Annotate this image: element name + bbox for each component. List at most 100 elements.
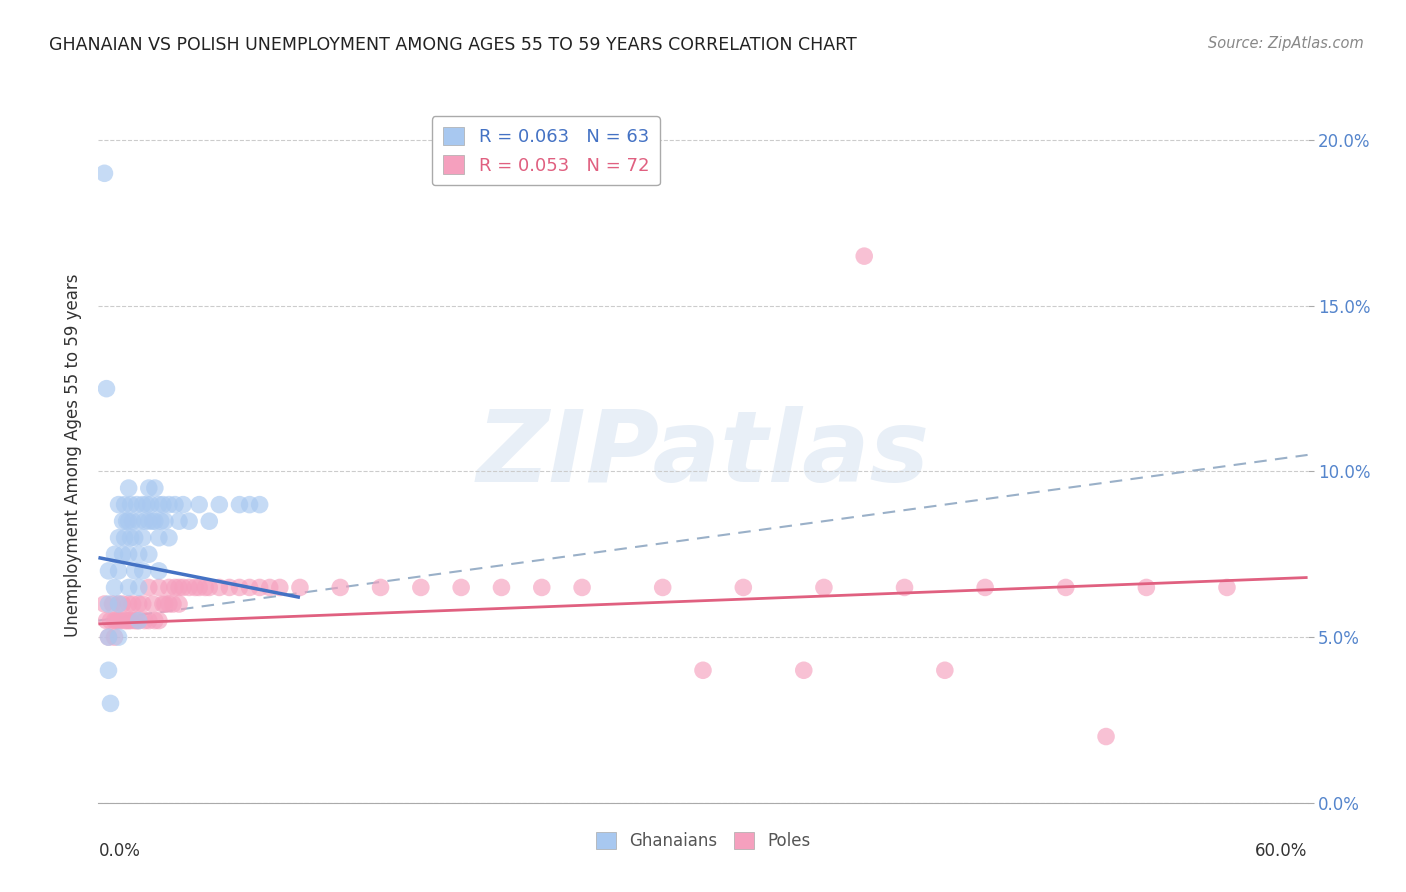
Point	[120, 614, 142, 628]
Point	[491, 581, 513, 595]
Point	[120, 531, 142, 545]
Point	[114, 498, 136, 512]
Point	[97, 630, 120, 644]
Point	[571, 581, 593, 595]
Point	[118, 481, 141, 495]
Point	[188, 498, 211, 512]
Point	[118, 581, 141, 595]
Point	[153, 597, 176, 611]
Point	[198, 581, 221, 595]
Y-axis label: Unemployment Among Ages 55 to 59 years: Unemployment Among Ages 55 to 59 years	[63, 273, 82, 637]
Point	[157, 531, 180, 545]
Point	[125, 498, 148, 512]
Point	[101, 597, 124, 611]
Point	[96, 382, 118, 396]
Point	[157, 498, 180, 512]
Point	[125, 614, 148, 628]
Point	[107, 630, 129, 644]
Point	[132, 531, 155, 545]
Point	[134, 614, 156, 628]
Point	[97, 597, 120, 611]
Point	[107, 614, 129, 628]
Text: 60.0%: 60.0%	[1256, 842, 1308, 860]
Point	[1054, 581, 1077, 595]
Point	[138, 614, 160, 628]
Point	[115, 614, 138, 628]
Text: Source: ZipAtlas.com: Source: ZipAtlas.com	[1208, 36, 1364, 51]
Point	[162, 597, 184, 611]
Point	[974, 581, 997, 595]
Point	[103, 614, 125, 628]
Point	[692, 663, 714, 677]
Point	[288, 581, 311, 595]
Point	[218, 581, 240, 595]
Point	[1135, 581, 1157, 595]
Point	[893, 581, 915, 595]
Point	[184, 581, 207, 595]
Point	[530, 581, 553, 595]
Point	[93, 597, 115, 611]
Point	[163, 498, 186, 512]
Point	[793, 663, 815, 677]
Point	[121, 597, 143, 611]
Point	[114, 614, 136, 628]
Point	[409, 581, 432, 595]
Point	[152, 597, 174, 611]
Point	[450, 581, 472, 595]
Point	[143, 481, 166, 495]
Point	[100, 614, 122, 628]
Point	[118, 597, 141, 611]
Point	[111, 597, 134, 611]
Point	[167, 514, 190, 528]
Point	[128, 514, 150, 528]
Point	[120, 498, 142, 512]
Point	[124, 531, 146, 545]
Point	[228, 498, 250, 512]
Point	[97, 564, 120, 578]
Point	[138, 481, 160, 495]
Point	[208, 498, 231, 512]
Point	[148, 564, 170, 578]
Point	[139, 498, 162, 512]
Point	[179, 581, 201, 595]
Point	[135, 498, 157, 512]
Point	[259, 581, 281, 595]
Legend: Ghanaians, Poles: Ghanaians, Poles	[589, 826, 817, 857]
Point	[179, 514, 201, 528]
Point	[853, 249, 876, 263]
Point	[110, 614, 132, 628]
Point	[107, 498, 129, 512]
Point	[148, 581, 170, 595]
Point	[128, 614, 150, 628]
Point	[1095, 730, 1118, 744]
Point	[107, 597, 129, 611]
Point	[249, 498, 271, 512]
Point	[733, 581, 755, 595]
Point	[128, 547, 150, 561]
Text: ZIPatlas: ZIPatlas	[477, 407, 929, 503]
Point	[97, 630, 120, 644]
Point	[107, 564, 129, 578]
Point	[143, 614, 166, 628]
Point	[934, 663, 956, 677]
Point	[208, 581, 231, 595]
Point	[148, 531, 170, 545]
Point	[269, 581, 291, 595]
Point	[103, 581, 125, 595]
Point	[157, 581, 180, 595]
Point	[128, 581, 150, 595]
Point	[111, 547, 134, 561]
Point	[329, 581, 352, 595]
Point	[153, 514, 176, 528]
Point	[198, 514, 221, 528]
Point	[172, 498, 194, 512]
Point	[152, 498, 174, 512]
Point	[114, 531, 136, 545]
Point	[132, 498, 155, 512]
Point	[93, 166, 115, 180]
Point	[138, 514, 160, 528]
Point	[370, 581, 392, 595]
Point	[239, 498, 262, 512]
Point	[105, 614, 128, 628]
Point	[96, 614, 118, 628]
